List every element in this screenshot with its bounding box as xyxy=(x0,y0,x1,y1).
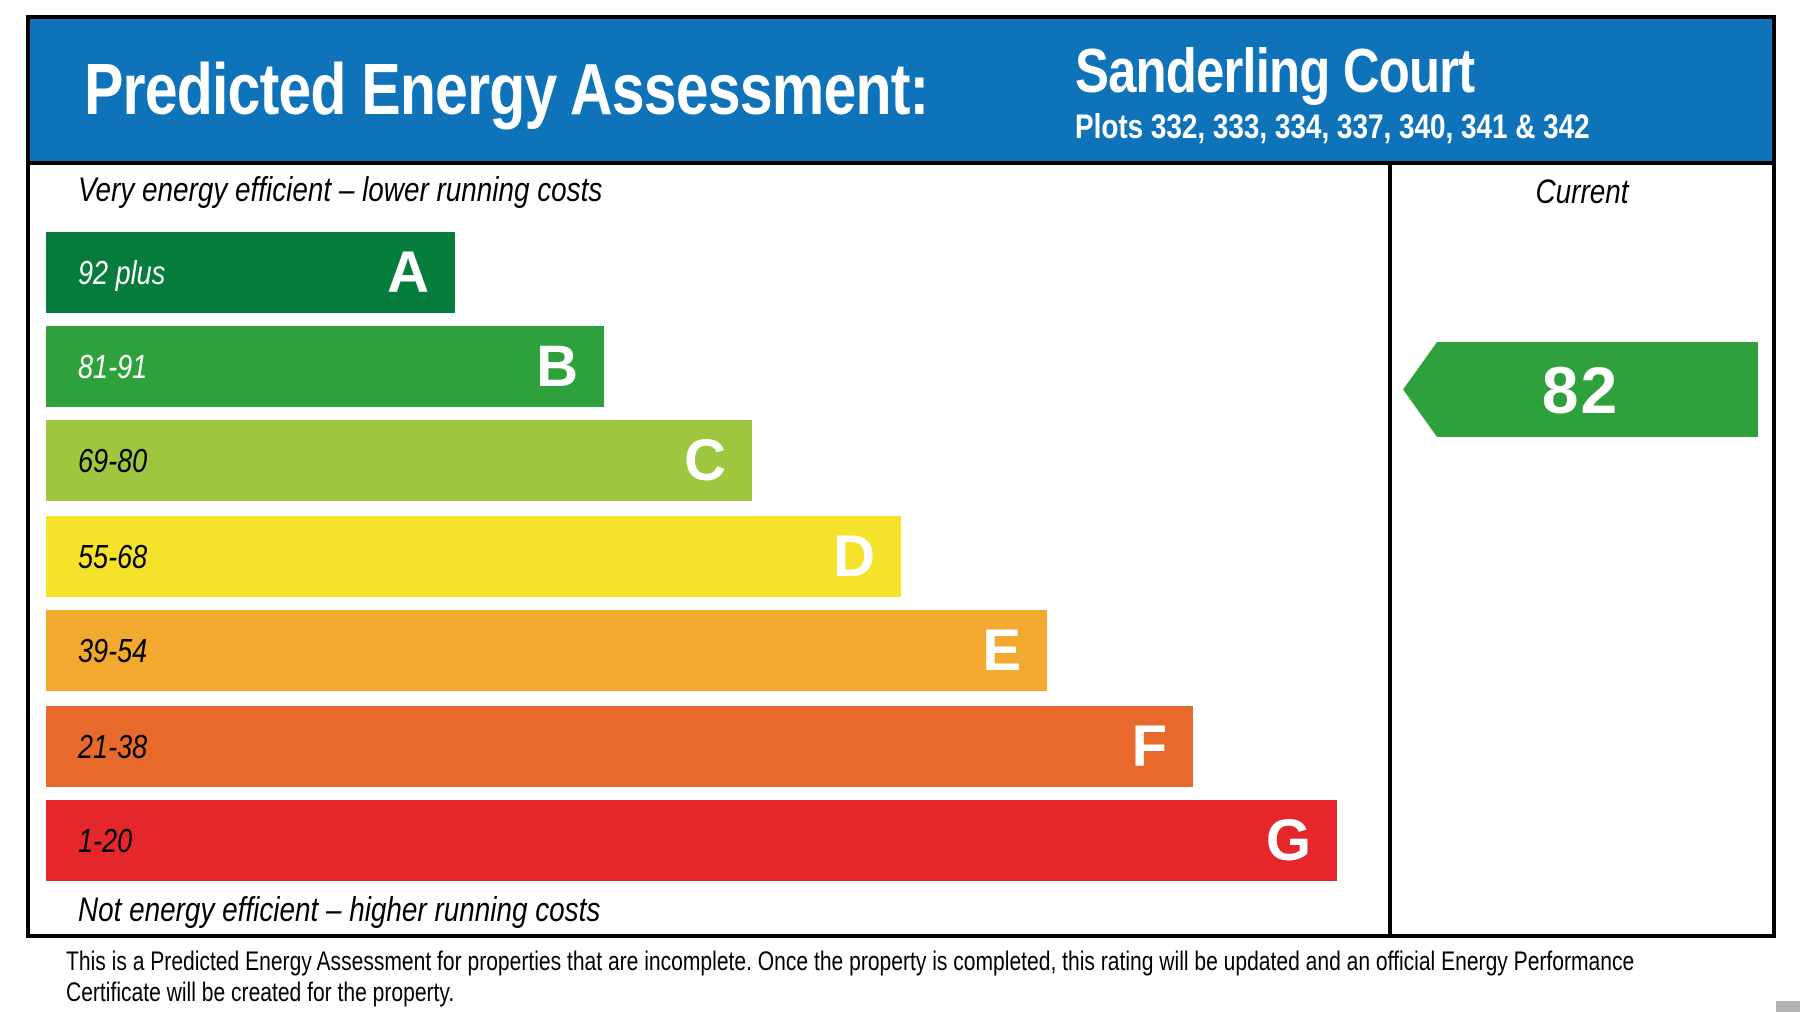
band-range-label: 69-80 xyxy=(78,441,148,479)
band-row-g: 1-20 G xyxy=(46,800,1337,881)
top-efficiency-label: Very energy efficient – lower running co… xyxy=(78,171,603,209)
band-range-label: 39-54 xyxy=(78,631,148,669)
corner-artifact xyxy=(1776,1001,1800,1012)
band-letter: C xyxy=(684,427,726,493)
band-range-label: 81-91 xyxy=(78,347,148,385)
band-range-label: 92 plus xyxy=(78,253,166,291)
band-row-e: 39-54 E xyxy=(46,610,1047,691)
band-row-d: 55-68 D xyxy=(46,516,901,597)
band-range-label: 1-20 xyxy=(78,821,133,859)
band-letter: B xyxy=(536,333,578,399)
plots-line: Plots 332, 333, 334, 337, 340, 341 & 342 xyxy=(1075,108,1590,146)
property-name: Sanderling Court xyxy=(1075,37,1475,106)
header-banner: Predicted Energy Assessment: Sanderling … xyxy=(30,19,1772,165)
band-letter: A xyxy=(387,239,429,305)
property-block: Sanderling Court Plots 332, 333, 334, 33… xyxy=(1075,39,1590,147)
certificate-box: Predicted Energy Assessment: Sanderling … xyxy=(26,15,1776,938)
band-letter: G xyxy=(1265,807,1311,873)
band-letter: D xyxy=(833,523,875,589)
band-range-label: 21-38 xyxy=(78,727,148,765)
footer-note: This is a Predicted Energy Assessment fo… xyxy=(66,946,1634,1008)
current-rating-arrow: 82 xyxy=(1403,342,1758,437)
bottom-efficiency-label: Not energy efficient – higher running co… xyxy=(78,891,601,929)
band-row-b: 81-91 B xyxy=(46,326,604,407)
band-row-c: 69-80 C xyxy=(46,420,752,501)
chart-body: Very energy efficient – lower running co… xyxy=(30,165,1772,934)
band-range-label: 55-68 xyxy=(78,537,148,575)
page-title: Predicted Energy Assessment: xyxy=(84,50,929,130)
band-row-a: 92 plus A xyxy=(46,232,455,313)
rating-scale: Very energy efficient – lower running co… xyxy=(30,165,1388,934)
band-letter: E xyxy=(982,617,1021,683)
band-row-f: 21-38 F xyxy=(46,706,1193,787)
footer-line-1: This is a Predicted Energy Assessment fo… xyxy=(66,946,1635,976)
band-letter: F xyxy=(1131,713,1167,779)
footer-line-2: Certificate will be created for the prop… xyxy=(66,977,455,1007)
current-rating-value: 82 xyxy=(1541,352,1620,427)
current-column: Current 82 xyxy=(1388,165,1772,934)
current-column-header: Current xyxy=(1535,173,1629,211)
